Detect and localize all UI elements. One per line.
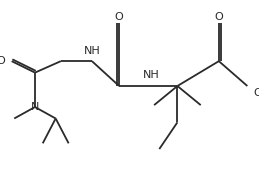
Text: N: N bbox=[31, 102, 39, 112]
Text: O: O bbox=[0, 56, 5, 66]
Text: O: O bbox=[214, 12, 223, 22]
Text: NH: NH bbox=[143, 71, 160, 80]
Text: NH: NH bbox=[84, 46, 100, 56]
Text: OH: OH bbox=[254, 88, 259, 98]
Text: O: O bbox=[115, 12, 124, 22]
